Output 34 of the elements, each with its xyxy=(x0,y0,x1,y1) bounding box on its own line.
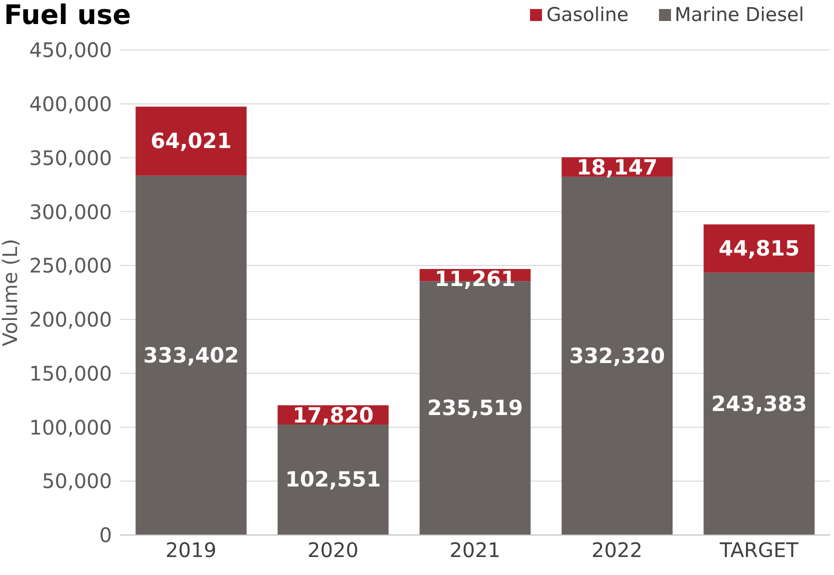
x-tick-label: 2021 xyxy=(450,538,500,562)
chart-title: Fuel use xyxy=(4,0,131,31)
data-label: 332,320 xyxy=(569,344,665,368)
bar xyxy=(562,176,673,535)
y-axis-title: Volume (L) xyxy=(0,238,22,346)
bar xyxy=(136,106,247,176)
data-label: 102,551 xyxy=(285,468,381,492)
y-tick-label: 450,000 xyxy=(29,38,112,62)
y-tick-label: 100,000 xyxy=(29,415,112,440)
y-tick-label: 250,000 xyxy=(29,254,112,278)
x-tick-label: 2020 xyxy=(308,538,358,562)
data-label: 44,815 xyxy=(718,236,800,261)
bar xyxy=(278,424,389,535)
data-label: 243,383 xyxy=(711,392,807,416)
x-tick-label: 2022 xyxy=(592,538,642,562)
bar xyxy=(136,176,247,535)
legend-label: Marine Diesel xyxy=(674,4,804,26)
data-label: 235,519 xyxy=(427,396,523,420)
bar xyxy=(704,272,815,535)
data-label: 333,402 xyxy=(143,343,239,368)
y-tick-label: 150,000 xyxy=(29,361,112,386)
y-tick-label: 300,000 xyxy=(29,200,112,224)
data-label: 18,147 xyxy=(576,155,658,180)
y-tick-label: 350,000 xyxy=(29,146,112,170)
y-tick-label: 0 xyxy=(99,523,112,548)
x-tick-label: TARGET xyxy=(718,538,800,562)
y-tick-label: 400,000 xyxy=(29,92,112,116)
data-label: 17,820 xyxy=(292,403,374,428)
y-tick-label: 50,000 xyxy=(42,469,112,494)
x-tick-label: 2019 xyxy=(166,538,216,562)
legend-label: Gasoline xyxy=(546,4,629,26)
y-tick-label: 200,000 xyxy=(29,308,112,332)
data-label: 11,261 xyxy=(434,267,516,292)
data-label: 64,021 xyxy=(150,129,232,154)
